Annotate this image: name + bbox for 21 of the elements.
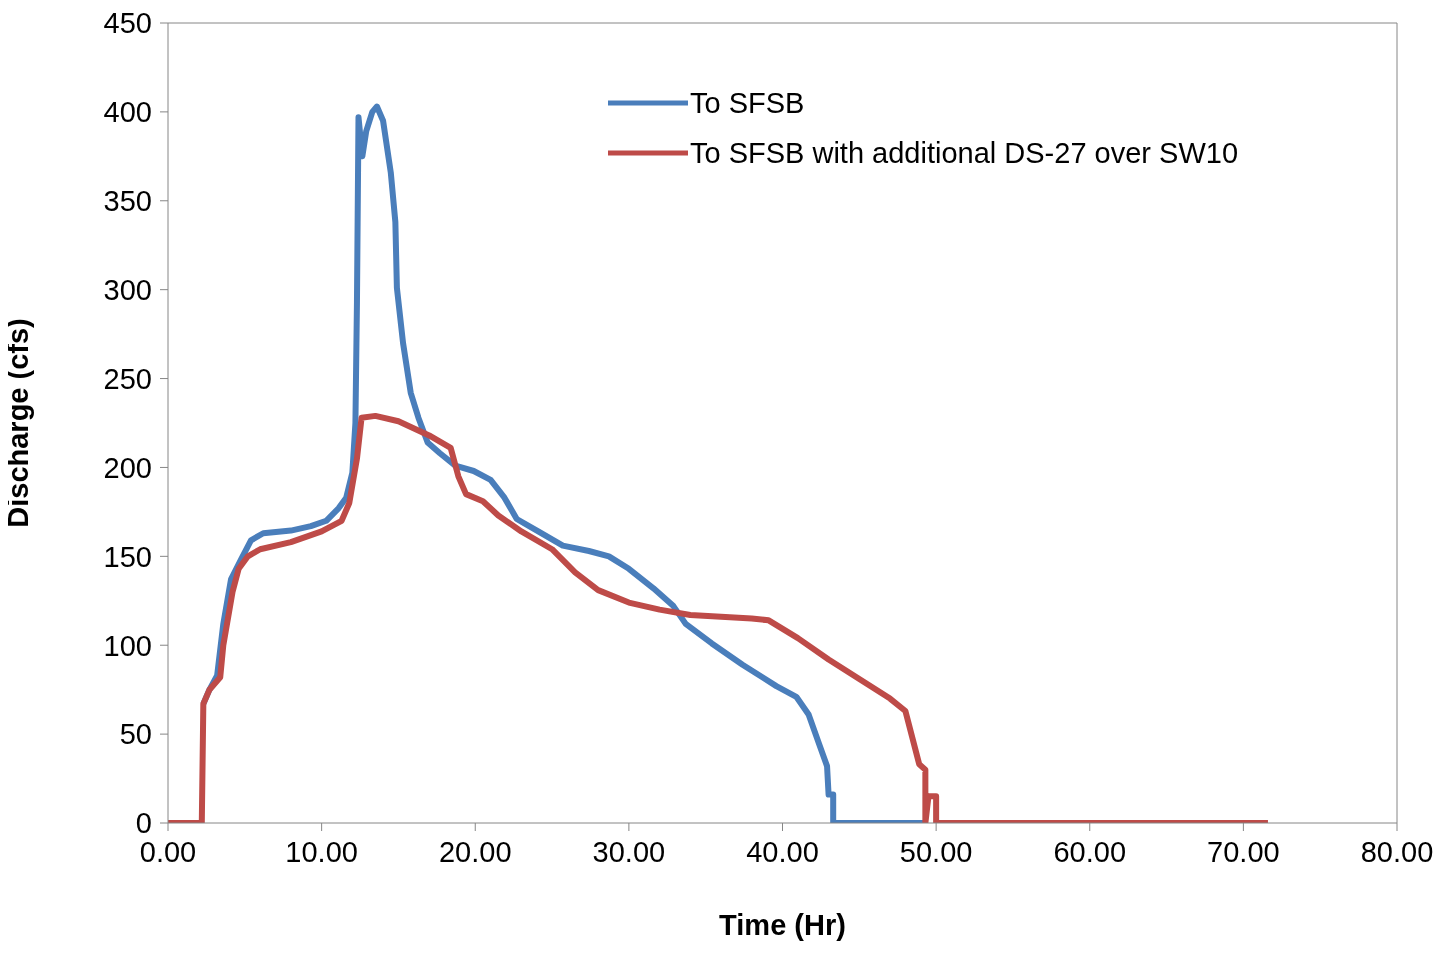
y-tick-label: 450: [103, 7, 152, 40]
legend-label: To SFSB with additional DS-27 over SW10: [690, 136, 1239, 170]
x-tick-label: 30.00: [592, 835, 666, 868]
legend-label: To SFSB: [690, 86, 805, 120]
y-tick-label: 100: [103, 629, 152, 662]
x-tick-label: 80.00: [1360, 835, 1434, 868]
x-tick-label: 50.00: [899, 835, 973, 868]
x-tick-label: 70.00: [1207, 835, 1280, 868]
y-tick-label: 400: [103, 96, 152, 129]
x-tick-label: 10.00: [285, 835, 358, 868]
y-tick-label: 250: [103, 362, 152, 395]
y-tick-label: 350: [103, 185, 152, 218]
y-tick-label: 200: [103, 451, 152, 484]
y-tick-label: 300: [103, 273, 152, 306]
x-axis-title: Time (Hr): [719, 909, 846, 941]
x-tick-label: 20.00: [438, 835, 512, 868]
x-tick-label: 40.00: [746, 835, 819, 868]
x-tick-label: 60.00: [1053, 835, 1127, 868]
y-axis-title: Discharge (cfs): [2, 318, 35, 528]
y-tick-label: 50: [119, 718, 152, 751]
y-tick-label: 150: [103, 540, 152, 573]
